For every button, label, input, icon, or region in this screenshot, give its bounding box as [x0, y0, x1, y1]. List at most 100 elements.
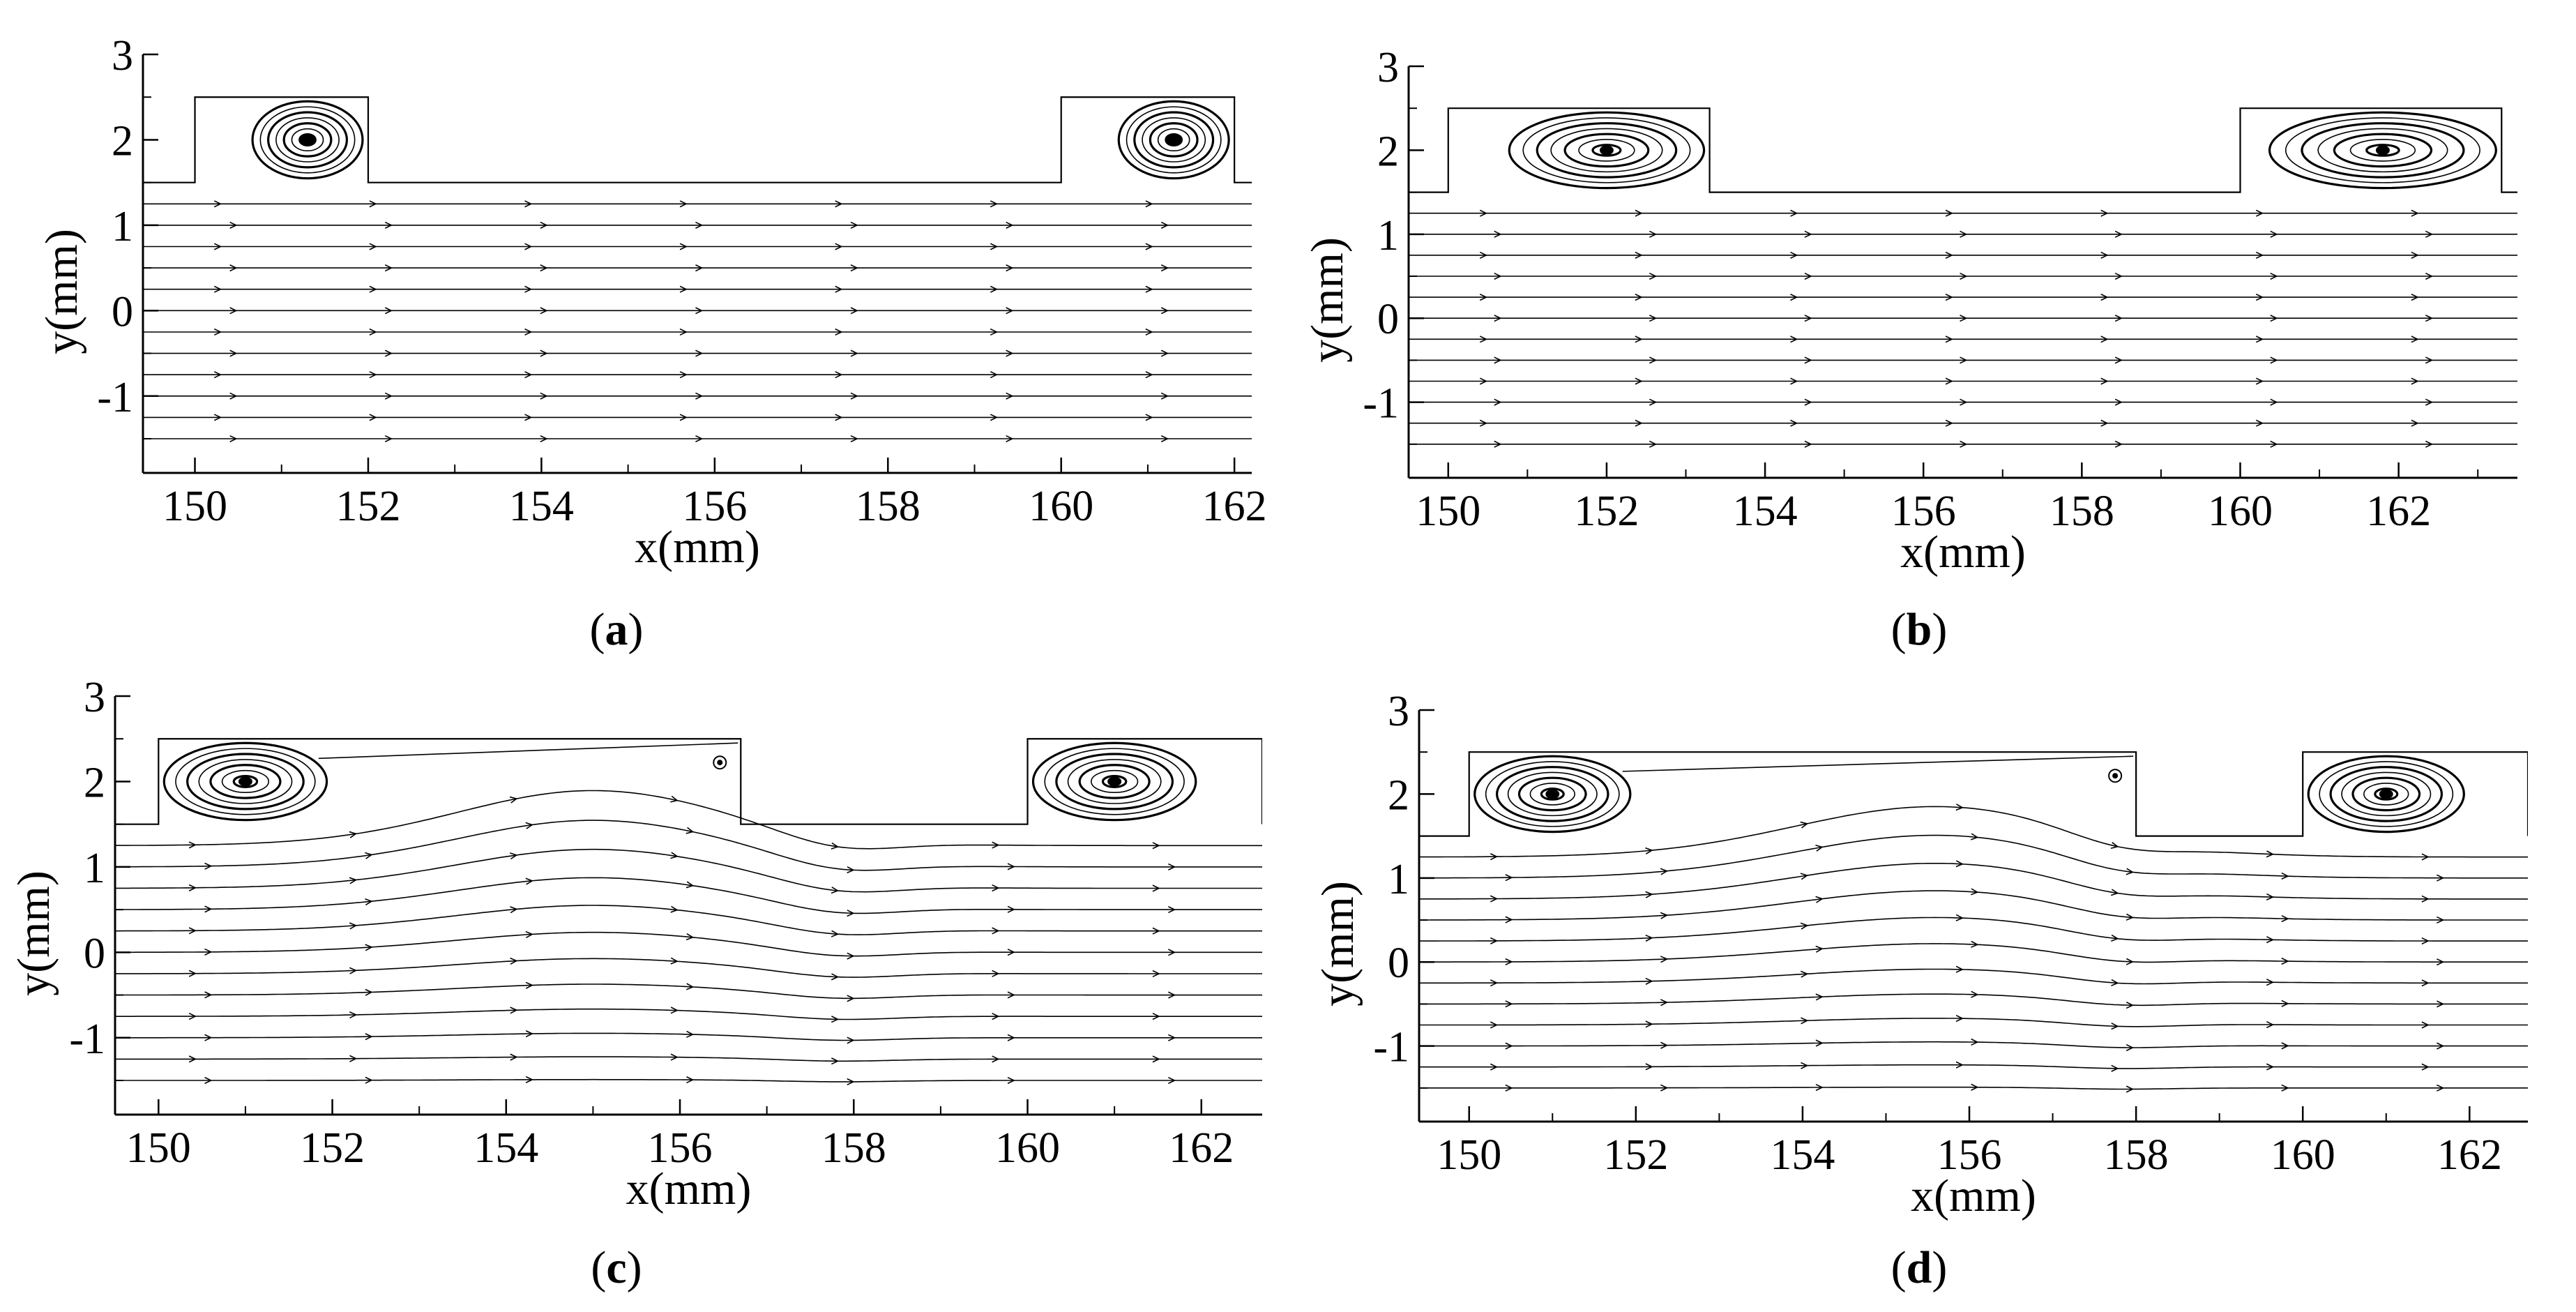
panel-c-flow-arrow: [188, 1012, 197, 1020]
panel-c-flow-arrow: [525, 1030, 534, 1038]
panel-d-flow-arrow: [1660, 868, 1669, 875]
panel-b-flow-arrow: [1494, 230, 1502, 238]
panel-b-flow-arrow: [1804, 440, 1812, 448]
panel-b-flow-arrow: [1635, 294, 1643, 301]
panel-c-channel-wall: [115, 738, 1262, 825]
panel-a-vortex: [1117, 100, 1230, 180]
panel-c-flow-arrow: [1168, 949, 1176, 956]
panel-a-y-tick-label: 3: [112, 32, 133, 80]
panel-a-flow-arrow: [369, 328, 377, 336]
panel-c-flow-arrow: [831, 887, 840, 894]
panel-b-flow-arrow: [2255, 294, 2264, 301]
panel-d-flow-arrow: [1971, 940, 1979, 948]
panel-b-caption: (b): [1891, 604, 1948, 655]
panel-a-flow-arrow: [850, 221, 858, 229]
panel-d-flow-arrow: [2266, 893, 2275, 900]
panel-c-x-tick-label: 158: [821, 1124, 886, 1172]
panel-a-flow-arrow: [695, 349, 704, 357]
panel-c-flow-arrow: [188, 927, 197, 935]
panel-d-flow-arrow: [1490, 853, 1499, 861]
panel-c-flow-arrow: [1168, 906, 1176, 914]
panel-c-x-tick-label: 162: [1169, 1124, 1234, 1172]
panel-b-flow-arrow: [1960, 356, 1968, 364]
panel-a-flow-arrow: [213, 243, 222, 250]
panel-b-flow-arrow: [1945, 377, 1953, 385]
panel-b-flow-arrow: [1494, 440, 1502, 448]
panel-d-flow-arrow: [2421, 1063, 2430, 1071]
panel-c-flow-arrow: [349, 1011, 358, 1019]
panel-c-streamline: [115, 820, 1262, 871]
panel-c-flow-arrow: [1168, 991, 1176, 999]
panel-b-flow-arrow: [2270, 440, 2278, 448]
panel-a-flow-arrow: [850, 307, 858, 315]
panel-d-flow-arrow: [1955, 965, 1964, 973]
panel-a-y-tick-label: 2: [112, 117, 133, 165]
panel-c-flow-arrow: [1152, 1055, 1160, 1063]
panel-b-flow-arrow: [1945, 251, 1953, 259]
panel-a-flow-arrow: [850, 435, 858, 443]
panel-b-flow-arrow: [2100, 251, 2109, 259]
panel-d-flow-arrow: [2281, 957, 2289, 965]
panel-d-flow-arrow: [1971, 888, 1979, 896]
panel-b-x-tick-label: 150: [1416, 488, 1480, 535]
panel-d-flow-arrow: [1505, 874, 1513, 882]
panel-c-flow-arrow: [831, 930, 840, 937]
panel-c-flow-arrow: [847, 866, 855, 874]
panel-d-flow-arrow: [1660, 956, 1669, 963]
panel-d-x-tick-label: 160: [2271, 1131, 2335, 1179]
panel-b-y-tick-label: -1: [1363, 380, 1399, 428]
panel-b-flow-arrow: [1479, 251, 1488, 259]
panel-a-flow-arrow: [384, 307, 393, 315]
panel-a-flow-arrow: [213, 414, 222, 421]
panel-a-flow-arrow: [540, 349, 548, 357]
panel-d-streamline: [1419, 1086, 2528, 1090]
panel-d-flow-arrow: [1800, 873, 1809, 880]
panel-a-x-tick-label: 158: [856, 483, 920, 530]
panel-d-flow-arrow: [1505, 1084, 1513, 1092]
panel-c-corner-eddy: [713, 755, 727, 770]
panel-d-flow-arrow: [1971, 1083, 1979, 1091]
panel-d-x-tick-label: 150: [1437, 1131, 1501, 1179]
panel-d-streamline: [1419, 917, 2528, 942]
panel-a-flow-arrow: [679, 285, 688, 293]
panel-a-flow-arrow: [835, 371, 843, 379]
panel-a-flow-arrow: [850, 264, 858, 272]
panel-a-flow-arrow: [679, 414, 688, 421]
panel-d-x-tick-label: 162: [2437, 1131, 2502, 1179]
panel-a-flow-arrow: [1006, 349, 1014, 357]
panel-a-flow-arrow: [1160, 264, 1169, 272]
panel-d-flow-arrow: [1645, 1020, 1653, 1028]
panel-c-flow-arrow: [525, 822, 534, 829]
panel-c-flow-arrow: [349, 922, 358, 930]
panel-a-flow-arrow: [229, 221, 238, 229]
panel-d-x-tick-label: 152: [1603, 1131, 1668, 1179]
panel-c-flow-arrow: [365, 944, 373, 951]
panel-d-flow-arrow: [1490, 937, 1499, 944]
panel-d-flow-arrow: [1645, 977, 1653, 985]
panel-c-flow-arrow: [204, 948, 213, 956]
panel-b-flow-arrow: [2114, 272, 2123, 280]
panel-a-flow-arrow: [1145, 371, 1153, 379]
panel-b-flow-arrow: [2411, 335, 2419, 343]
panel-a-flow-arrow: [835, 328, 843, 336]
panel-a-flow-arrow: [229, 264, 238, 272]
panel-d-vortex: [1473, 755, 2134, 834]
panel-c-y-tick-label: 0: [84, 930, 105, 977]
panel-d-flow-arrow: [1645, 934, 1653, 942]
panel-b-y-axis-title: y(mm): [1302, 237, 1353, 363]
panel-c-y-tick-label: 3: [84, 674, 105, 721]
panel-c-flow-arrow: [510, 957, 518, 965]
panel-c-vortex: [1031, 741, 1197, 822]
panel-b-flow-arrow: [2255, 251, 2264, 259]
panel-d-streamline: [1419, 968, 2528, 985]
panel-a-flow-arrow: [679, 243, 688, 250]
panel-c-flow-arrow: [670, 1053, 679, 1061]
panel-b-flow-arrow: [2100, 377, 2109, 385]
panel-d-x-tick-label: 158: [2104, 1131, 2169, 1179]
panel-c-x-tick-label: 150: [126, 1124, 191, 1172]
panel-c-streamline: [115, 931, 1262, 957]
panel-d-flow-arrow: [2281, 1084, 2289, 1092]
panel-c-x-tick-label: 152: [300, 1124, 365, 1172]
panel-d-flow-arrow: [1955, 860, 1964, 868]
panel-d-flow-arrow: [1970, 833, 1979, 840]
